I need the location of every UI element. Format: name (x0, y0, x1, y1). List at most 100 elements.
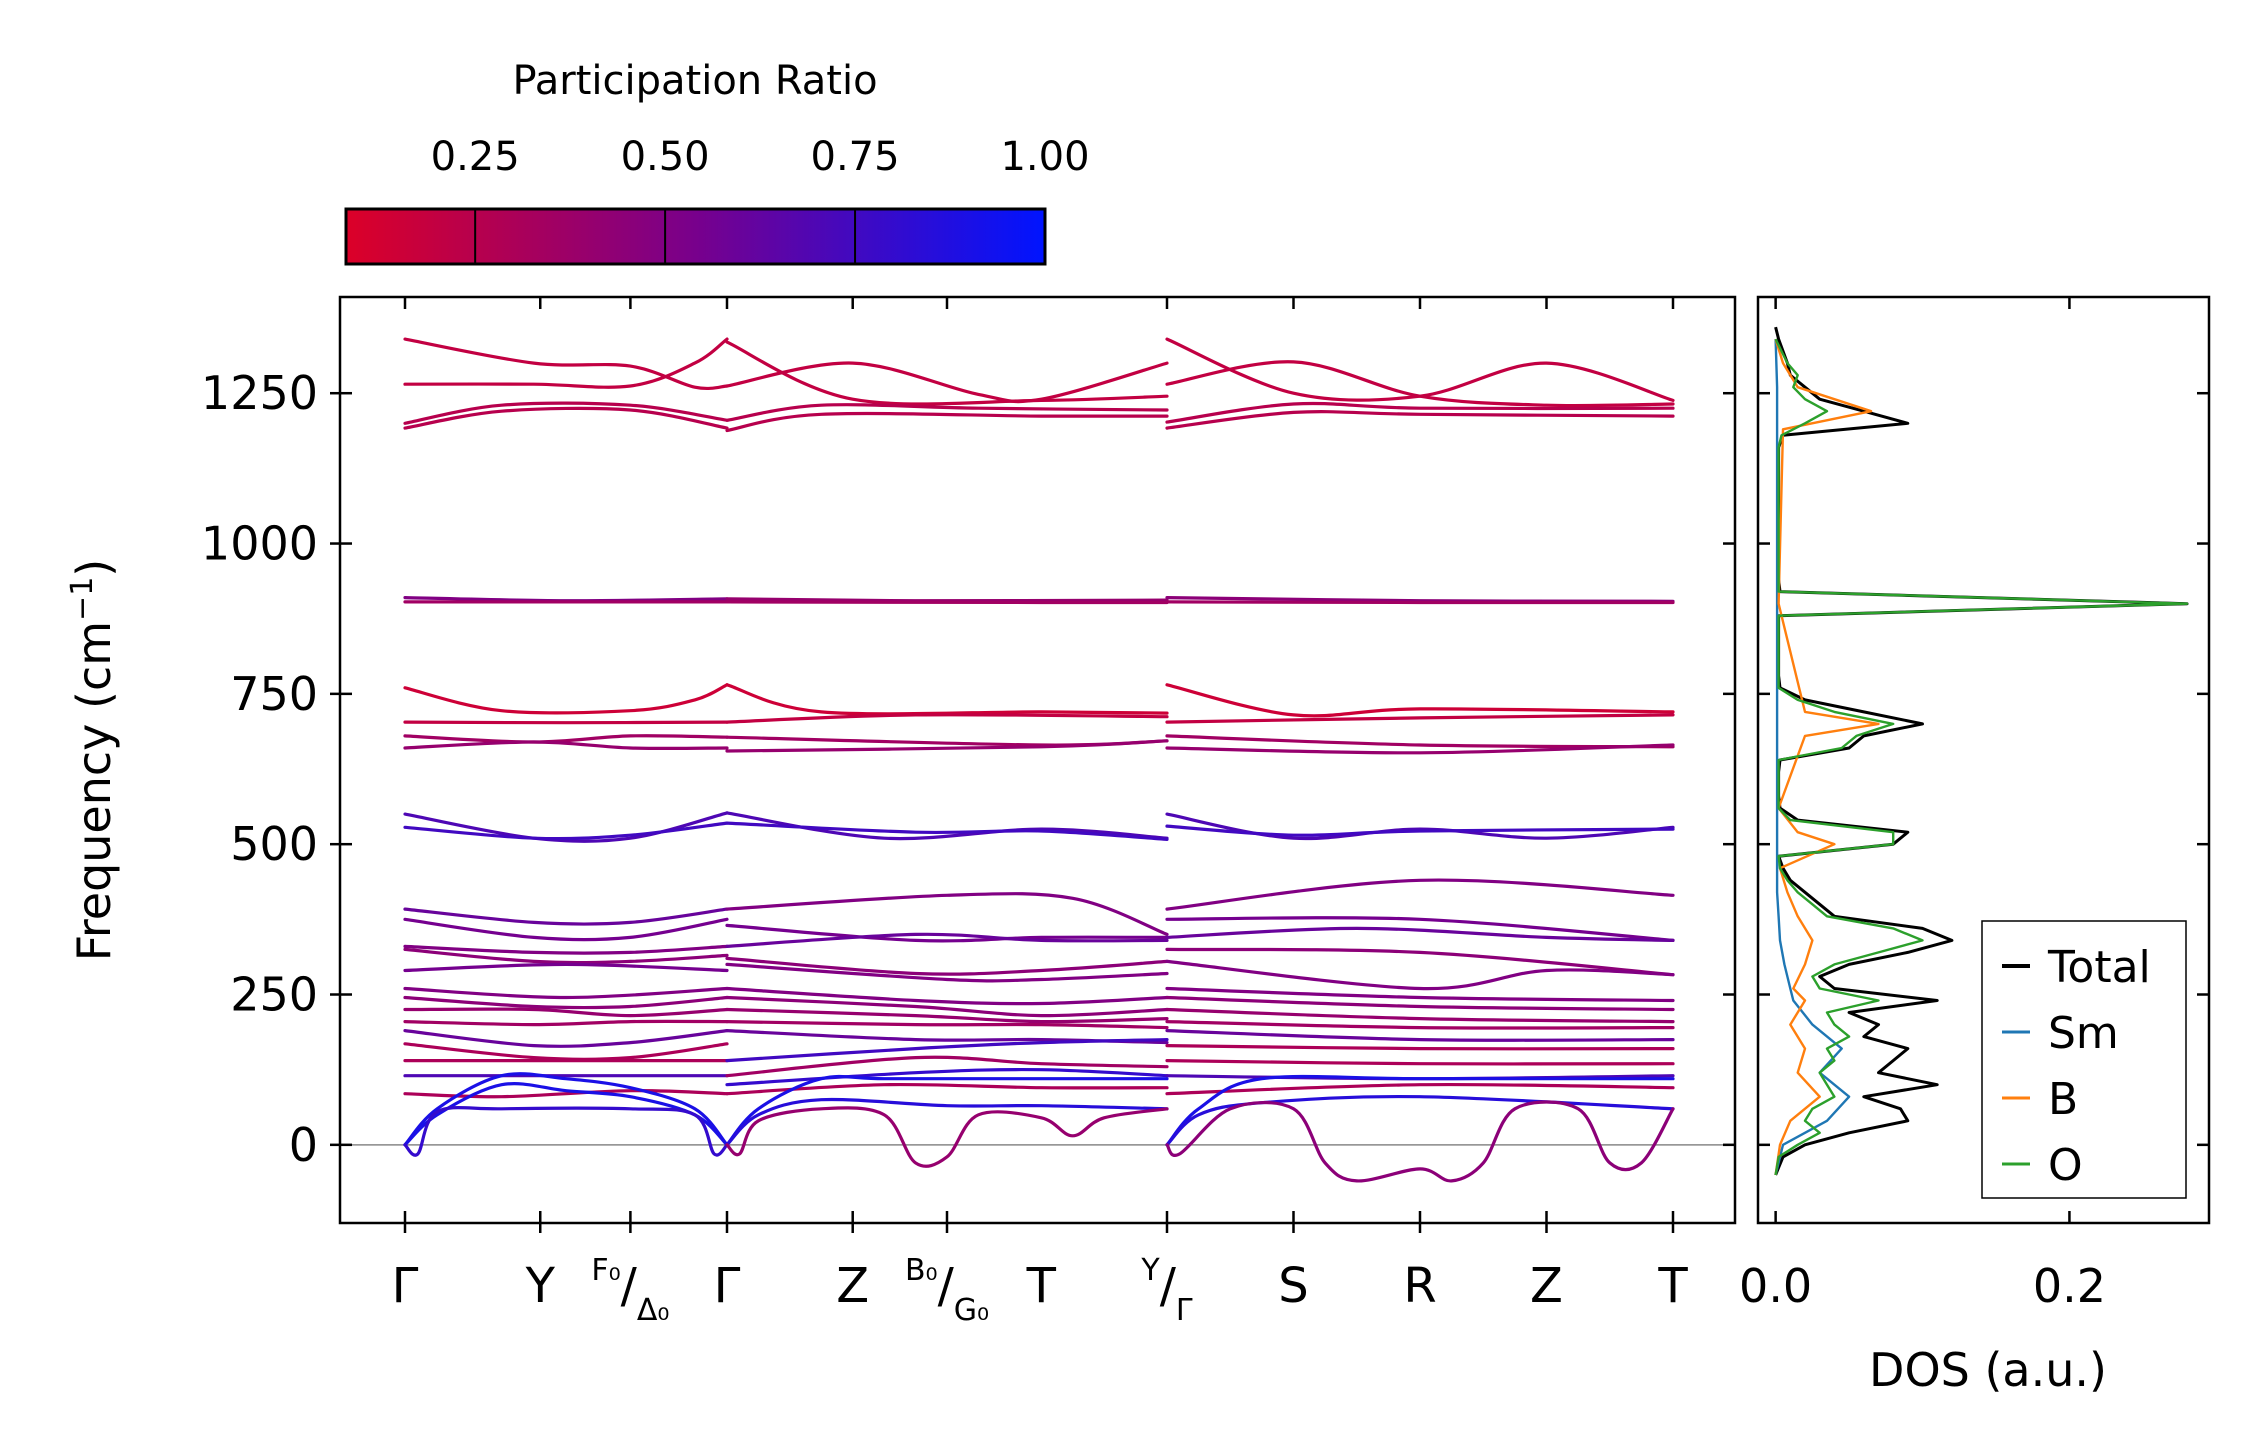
phonon-band (403, 947, 729, 965)
phonon-band (725, 403, 1169, 422)
phonon-band (1165, 812, 1675, 841)
colorbar-tick-label: 0.25 (431, 134, 520, 180)
kpoint-label-slash: / (1160, 1258, 1177, 1314)
kpoint-label: Γ (714, 1258, 741, 1314)
phonon-band (1165, 824, 1675, 837)
phonon-band (403, 917, 729, 942)
kpoint-label-sub: Γ (1176, 1293, 1193, 1328)
y-axis-label-end: ) (67, 559, 121, 577)
colorbar-tick-label: 1.00 (1000, 134, 1089, 180)
phonon-band (1165, 683, 1675, 718)
kpoint-label-sub: G₀ (954, 1293, 989, 1328)
phonon-band (725, 1007, 1169, 1024)
phonon-band (403, 907, 729, 926)
phonon-band (725, 683, 1169, 716)
phonon-band (725, 1020, 1169, 1030)
phonon-band (725, 1106, 1169, 1168)
kpoint-label-slash: / (621, 1258, 638, 1314)
phonon-band (1165, 713, 1675, 724)
phonon-band (1165, 1029, 1675, 1042)
phonon-band (1165, 1059, 1675, 1066)
legend-label-total: Total (2047, 942, 2151, 993)
phonon-band (403, 995, 729, 1010)
legend-label-sm: Sm (2048, 1008, 2119, 1059)
phonon-band (1165, 401, 1675, 424)
phonon-band (1165, 995, 1675, 1012)
phonon-band (725, 1074, 1169, 1147)
phonon-band (725, 739, 1169, 753)
phonon-band (1165, 926, 1675, 942)
phonon-band (403, 337, 729, 391)
band-frame (338, 295, 1737, 1225)
dos-frame (1756, 295, 2211, 1225)
phonon-band (1165, 1044, 1675, 1051)
phonon-band (1165, 947, 1675, 977)
legend-entries: Total Sm BO (2002, 942, 2151, 1191)
y-axis-label-sup: −1 (65, 577, 100, 621)
phonon-band (403, 944, 729, 955)
colorbar-label: Participation Ratio (512, 58, 877, 104)
phonon-band (1165, 360, 1675, 408)
kpoint-label: B₀/G₀ (905, 1253, 989, 1328)
y-tick-label: 500 (230, 817, 318, 871)
phonon-band (403, 1019, 729, 1027)
phonon-band (1165, 743, 1675, 755)
y-axis-label-main: Frequency (cm (67, 621, 121, 961)
legend-label-o: O (2048, 1140, 2083, 1191)
dos-axes: 0.0 0.2 (1739, 297, 2209, 1313)
phonon-band (725, 361, 1169, 404)
phonon-band (1165, 1082, 1675, 1096)
kpoint-label: Γ (392, 1258, 419, 1314)
kpoint-label-sub: Δ₀ (637, 1293, 670, 1328)
y-axis-label: Frequency (cm−1) (65, 559, 121, 962)
phonon-band (1165, 1020, 1675, 1030)
phonon-band (403, 1105, 729, 1157)
phonon-band (1165, 986, 1675, 1003)
legend: Total Sm BO (1981, 920, 2187, 1199)
phonon-band (403, 811, 729, 843)
phonon-band (403, 683, 729, 715)
colorbar-tick-label: 0.75 (811, 134, 900, 180)
colorbar: Participation Ratio 0.25 0.50 0.75 1.00 (344, 58, 1090, 266)
phonon-band (725, 1097, 1169, 1147)
kpoint-label: F₀/Δ₀ (591, 1253, 669, 1328)
kpoint-label-sup: B₀ (905, 1253, 938, 1288)
dos-x-tick-label: 0.0 (1739, 1259, 1812, 1313)
phonon-band (403, 962, 729, 973)
band-lines (403, 337, 1675, 1183)
dos-series-o (1774, 338, 2189, 1176)
y-tick-label: 0 (289, 1118, 318, 1172)
phonon-band (725, 1038, 1169, 1063)
kpoint-label: S (1278, 1258, 1308, 1314)
phonon-band (725, 821, 1169, 841)
phonon-band (403, 401, 729, 425)
dos-series-sm (1774, 339, 1851, 1176)
colorbar-gradient (344, 207, 1047, 266)
kpoint-label: T (1026, 1258, 1057, 1314)
phonon-band (403, 821, 729, 841)
kpoint-label-sup: F₀ (591, 1253, 620, 1288)
kpoint-label: R (1403, 1258, 1436, 1314)
phonon-band (1165, 410, 1675, 430)
phonon-band (725, 600, 1169, 605)
phonon-band (403, 1089, 729, 1099)
kpoint-label: Z (1530, 1258, 1563, 1314)
phonon-band (1165, 1100, 1675, 1183)
phonon-band (725, 1067, 1169, 1087)
kpoint-label: Z (836, 1258, 869, 1314)
phonon-band (1165, 878, 1675, 911)
phonon-band (1165, 959, 1675, 991)
kpoint-label: T (1657, 1258, 1688, 1314)
phonon-band (725, 340, 1169, 406)
phonon-band (403, 720, 729, 725)
phonon-band (403, 596, 729, 603)
phonon-band (403, 986, 729, 1000)
phonon-band (725, 411, 1169, 433)
y-tick-label: 1000 (201, 517, 318, 571)
kpoint-label-slash: / (938, 1258, 955, 1314)
phonon-band (1165, 600, 1675, 605)
colorbar-tick-label: 0.50 (621, 134, 710, 180)
y-tick-label: 250 (230, 968, 318, 1022)
phonon-band (725, 1055, 1169, 1078)
